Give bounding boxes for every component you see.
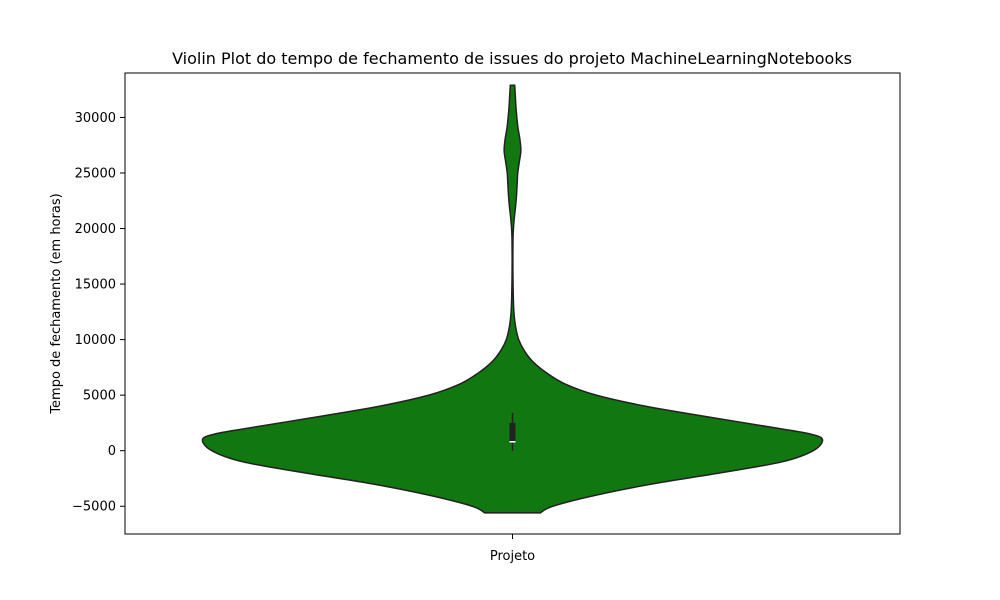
y-tick-label: 15000 — [75, 278, 116, 293]
y-axis-ticks: −5000 0 5000 10000 15000 20000 25000 30000 — [72, 111, 125, 515]
violin-iqr-box — [509, 422, 516, 443]
y-tick-label: −5000 — [72, 500, 116, 515]
x-axis-ticks: Projeto — [490, 534, 535, 564]
y-tick-label: 10000 — [75, 333, 116, 348]
y-tick-label: 30000 — [75, 111, 116, 126]
chart-title: Violin Plot do tempo de fechamento de is… — [172, 49, 852, 68]
y-tick-label: 5000 — [83, 389, 116, 404]
violin-series — [201, 84, 824, 514]
y-axis-title: Tempo de fechamento (em horas) — [49, 193, 64, 414]
y-tick-label: 0 — [108, 444, 116, 459]
y-tick-label: 25000 — [75, 166, 116, 181]
x-tick-label: Projeto — [490, 549, 535, 564]
y-tick-label: 20000 — [75, 222, 116, 237]
violin-body — [201, 84, 824, 514]
